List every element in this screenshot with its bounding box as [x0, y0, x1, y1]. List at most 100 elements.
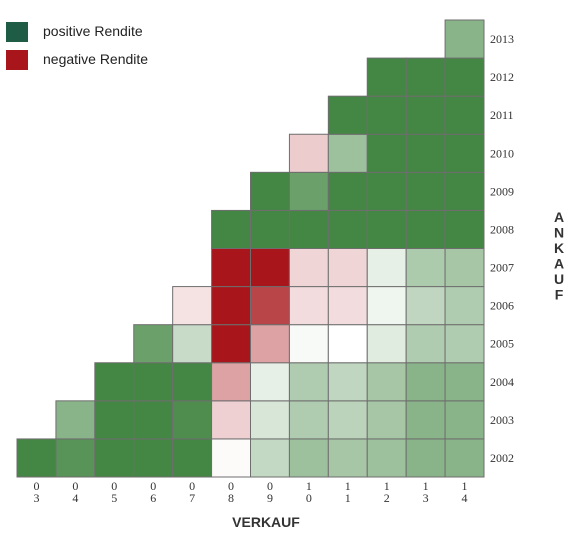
- heatmap-cell-2004-05: [94, 362, 135, 402]
- heatmap-cells: [16, 19, 485, 478]
- heatmap-cell-2006-13: [405, 286, 446, 326]
- heatmap-cell-2007-09: [250, 248, 290, 288]
- heatmap-cell-2006-09: [250, 286, 290, 326]
- heatmap-cell-2002-06: [133, 438, 174, 478]
- heatmap-cell-2012-13: [405, 57, 446, 97]
- x-axis-title: VERKAUF: [232, 514, 300, 530]
- heatmap-cell-2013-14: [444, 19, 485, 59]
- y-tick-label-2004: 2004: [490, 375, 514, 389]
- heatmap-cell-2002-14: [444, 438, 485, 478]
- heatmap-cell-2003-07: [172, 400, 213, 440]
- heatmap-cell-2008-12: [366, 209, 407, 249]
- heatmap-cell-2008-08: [211, 209, 251, 249]
- heatmap-cell-2009-13: [405, 171, 446, 211]
- heatmap-cell-2009-11: [327, 171, 368, 211]
- heatmap-cell-2007-13: [405, 248, 446, 288]
- heatmap-cell-2005-13: [405, 324, 446, 364]
- heatmap-cell-2010-11: [327, 133, 368, 173]
- heatmap-cell-2006-08: [211, 286, 251, 326]
- heatmap-cell-2005-10: [288, 324, 329, 364]
- heatmap-cell-2003-05: [94, 400, 135, 440]
- x-tick-labels: 0 3 0 4 0 5 0 6 0 7 0 8 0 9 1 0 1 1 1 2 1 3 1 4: [33, 479, 467, 505]
- heatmap-cell-2002-04: [55, 438, 96, 478]
- heatmap-cell-2005-11: [327, 324, 368, 364]
- heatmap-cell-2003-10: [288, 400, 329, 440]
- y-tick-labels: 2002 2003 2004 2005 2006 2007 2008 2009 2010 2011…: [490, 32, 514, 465]
- heatmap-cell-2008-11: [327, 209, 368, 249]
- heatmap-cell-2006-12: [366, 286, 407, 326]
- heatmap-cell-2003-13: [405, 400, 446, 440]
- heatmap-cell-2002-08: [211, 438, 251, 478]
- heatmap-cell-2009-14: [444, 171, 485, 211]
- heatmap-cell-2004-07: [172, 362, 213, 402]
- heatmap-cell-2004-11: [327, 362, 368, 402]
- heatmap-cell-2005-07: [172, 324, 213, 364]
- heatmap-cell-2007-11: [327, 248, 368, 288]
- heatmap-cell-2003-06: [133, 400, 174, 440]
- heatmap-cell-2004-10: [288, 362, 329, 402]
- heatmap-cell-2004-09: [250, 362, 290, 402]
- heatmap-cell-2004-13: [405, 362, 446, 402]
- heatmap-cell-2002-10: [288, 438, 329, 478]
- heatmap-cell-2010-10: [288, 133, 329, 173]
- heatmap-cell-2008-14: [444, 209, 485, 249]
- heatmap-cell-2007-08: [211, 248, 251, 288]
- legend: positive Rendite negative Rendite: [6, 22, 148, 70]
- y-tick-label-2011: 2011: [490, 108, 514, 122]
- y-tick-label-2010: 2010: [490, 146, 514, 160]
- heatmap-cell-2006-10: [288, 286, 329, 326]
- y-tick-label-2012: 2012: [490, 70, 514, 84]
- heatmap-cell-2005-12: [366, 324, 407, 364]
- heatmap-cell-2003-04: [55, 400, 96, 440]
- heatmap-cell-2007-10: [288, 248, 329, 288]
- heatmap-cell-2005-08: [211, 324, 251, 364]
- heatmap-cell-2008-10: [288, 209, 329, 249]
- heatmap-cell-2012-12: [366, 57, 407, 97]
- heatmap-cell-2008-13: [405, 209, 446, 249]
- y-tick-label-2005: 2005: [490, 337, 514, 351]
- heatmap-cell-2010-14: [444, 133, 485, 173]
- y-tick-label-2007: 2007: [490, 261, 514, 275]
- heatmap-cell-2003-14: [444, 400, 485, 440]
- y-tick-label-2013: 2013: [490, 32, 514, 46]
- y-tick-label-2002: 2002: [490, 451, 514, 465]
- heatmap-cell-2002-05: [94, 438, 135, 478]
- heatmap-cell-2004-06: [133, 362, 174, 402]
- heatmap-cell-2011-12: [366, 95, 407, 135]
- heatmap-cell-2006-11: [327, 286, 368, 326]
- heatmap-cell-2003-09: [250, 400, 290, 440]
- heatmap-cell-2003-11: [327, 400, 368, 440]
- heatmap-cell-2006-14: [444, 286, 485, 326]
- heatmap-cell-2011-13: [405, 95, 446, 135]
- heatmap-cell-2010-13: [405, 133, 446, 173]
- heatmap-cell-2002-11: [327, 438, 368, 478]
- heatmap-cell-2009-09: [250, 171, 290, 211]
- heatmap-cell-2005-14: [444, 324, 485, 364]
- heatmap-cell-2002-07: [172, 438, 213, 478]
- y-tick-label-2003: 2003: [490, 413, 514, 427]
- heatmap-cell-2010-12: [366, 133, 407, 173]
- y-tick-label-2006: 2006: [490, 299, 514, 313]
- heatmap-cell-2002-03: [16, 438, 57, 478]
- legend-label-positive: positive Rendite: [43, 23, 143, 39]
- heatmap-cell-2009-12: [366, 171, 407, 211]
- legend-label-negative: negative Rendite: [43, 51, 148, 67]
- heatmap-cell-2007-14: [444, 248, 485, 288]
- heatmap-cell-2002-09: [250, 438, 290, 478]
- heatmap-cell-2011-11: [327, 95, 368, 135]
- heatmap-cell-2008-09: [250, 209, 290, 249]
- heatmap-cell-2003-12: [366, 400, 407, 440]
- heatmap-cell-2004-08: [211, 362, 251, 402]
